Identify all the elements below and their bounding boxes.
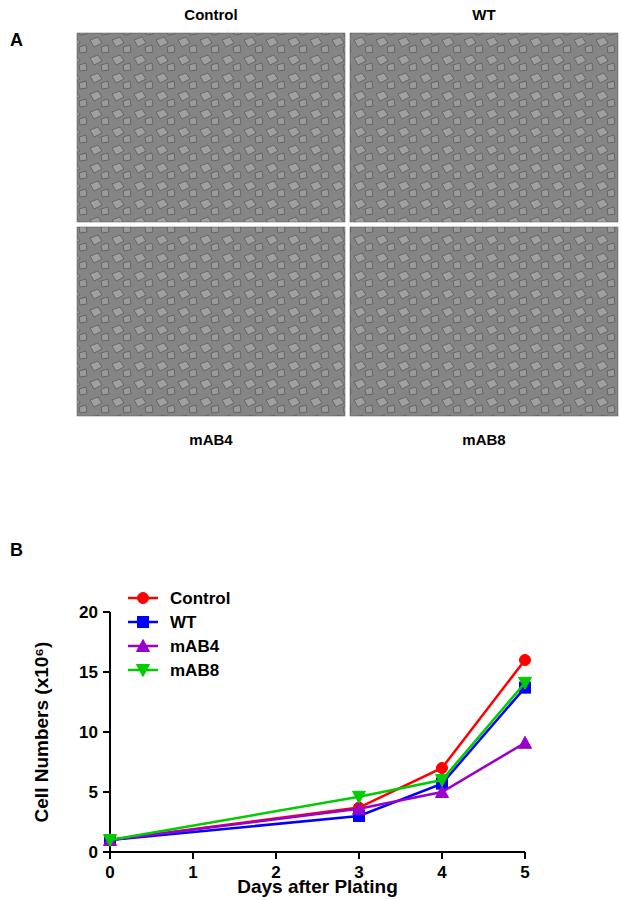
y-tick-label: 0 — [89, 843, 98, 862]
panel-label: A — [10, 30, 23, 50]
series — [105, 655, 531, 846]
data-point — [437, 763, 448, 774]
y-tick — [103, 791, 110, 793]
y-tick — [103, 731, 110, 733]
micrograph — [77, 227, 345, 416]
data-point — [353, 791, 366, 803]
y-axis-label: Cell Numbers (x10⁶) — [31, 642, 52, 823]
legend-marker — [138, 593, 149, 604]
y-tick — [103, 851, 110, 853]
image-label: mAB4 — [189, 431, 233, 448]
plot-area — [104, 655, 532, 847]
series — [105, 682, 531, 845]
data-point — [520, 655, 531, 666]
data-point — [436, 775, 449, 787]
image-label: Control — [184, 6, 237, 23]
x-tick — [358, 852, 360, 859]
data-point — [104, 835, 117, 847]
image-label: WT — [472, 6, 495, 23]
series-line — [110, 660, 525, 840]
y-tick-label: 20 — [79, 603, 98, 622]
series-line — [110, 683, 525, 840]
micrograph — [350, 33, 618, 222]
x-tick-label: 5 — [520, 863, 529, 882]
panel-label: B — [10, 540, 23, 560]
micrograph — [350, 227, 618, 416]
legend-marker — [137, 665, 150, 677]
series — [104, 677, 532, 846]
y-tick — [103, 611, 110, 613]
series-line — [110, 688, 525, 840]
x-tick-label: 0 — [105, 863, 114, 882]
x-tick-label: 1 — [188, 863, 197, 882]
legend-label: Control — [170, 589, 230, 608]
x-axis — [110, 851, 525, 853]
x-tick — [524, 852, 526, 859]
y-tick-label: 10 — [79, 723, 98, 742]
y-tick-label: 15 — [79, 663, 98, 682]
data-point — [519, 677, 532, 689]
legend-marker — [137, 640, 150, 652]
legend-label: mAB8 — [170, 661, 219, 680]
y-tick — [103, 671, 110, 673]
micrograph — [77, 33, 345, 222]
image-label: mAB8 — [462, 431, 505, 448]
data-point — [105, 835, 116, 846]
x-tick-label: 4 — [437, 863, 447, 882]
legend-marker — [138, 617, 149, 628]
x-tick — [275, 852, 277, 859]
data-point — [519, 736, 532, 748]
legend: Control WT mAB4 mAB8 — [128, 589, 230, 680]
x-tick — [109, 852, 111, 859]
x-tick — [192, 852, 194, 859]
figure: AControlWTmAB4mAB8B05101520012345Days af… — [0, 0, 622, 900]
y-tick-label: 5 — [89, 783, 98, 802]
x-axis-label: Days after Plating — [237, 876, 398, 897]
x-tick — [441, 852, 443, 859]
legend-label: WT — [170, 613, 197, 632]
legend-label: mAB4 — [170, 637, 220, 656]
data-point — [105, 835, 116, 846]
axes: 05101520012345 — [79, 603, 530, 882]
